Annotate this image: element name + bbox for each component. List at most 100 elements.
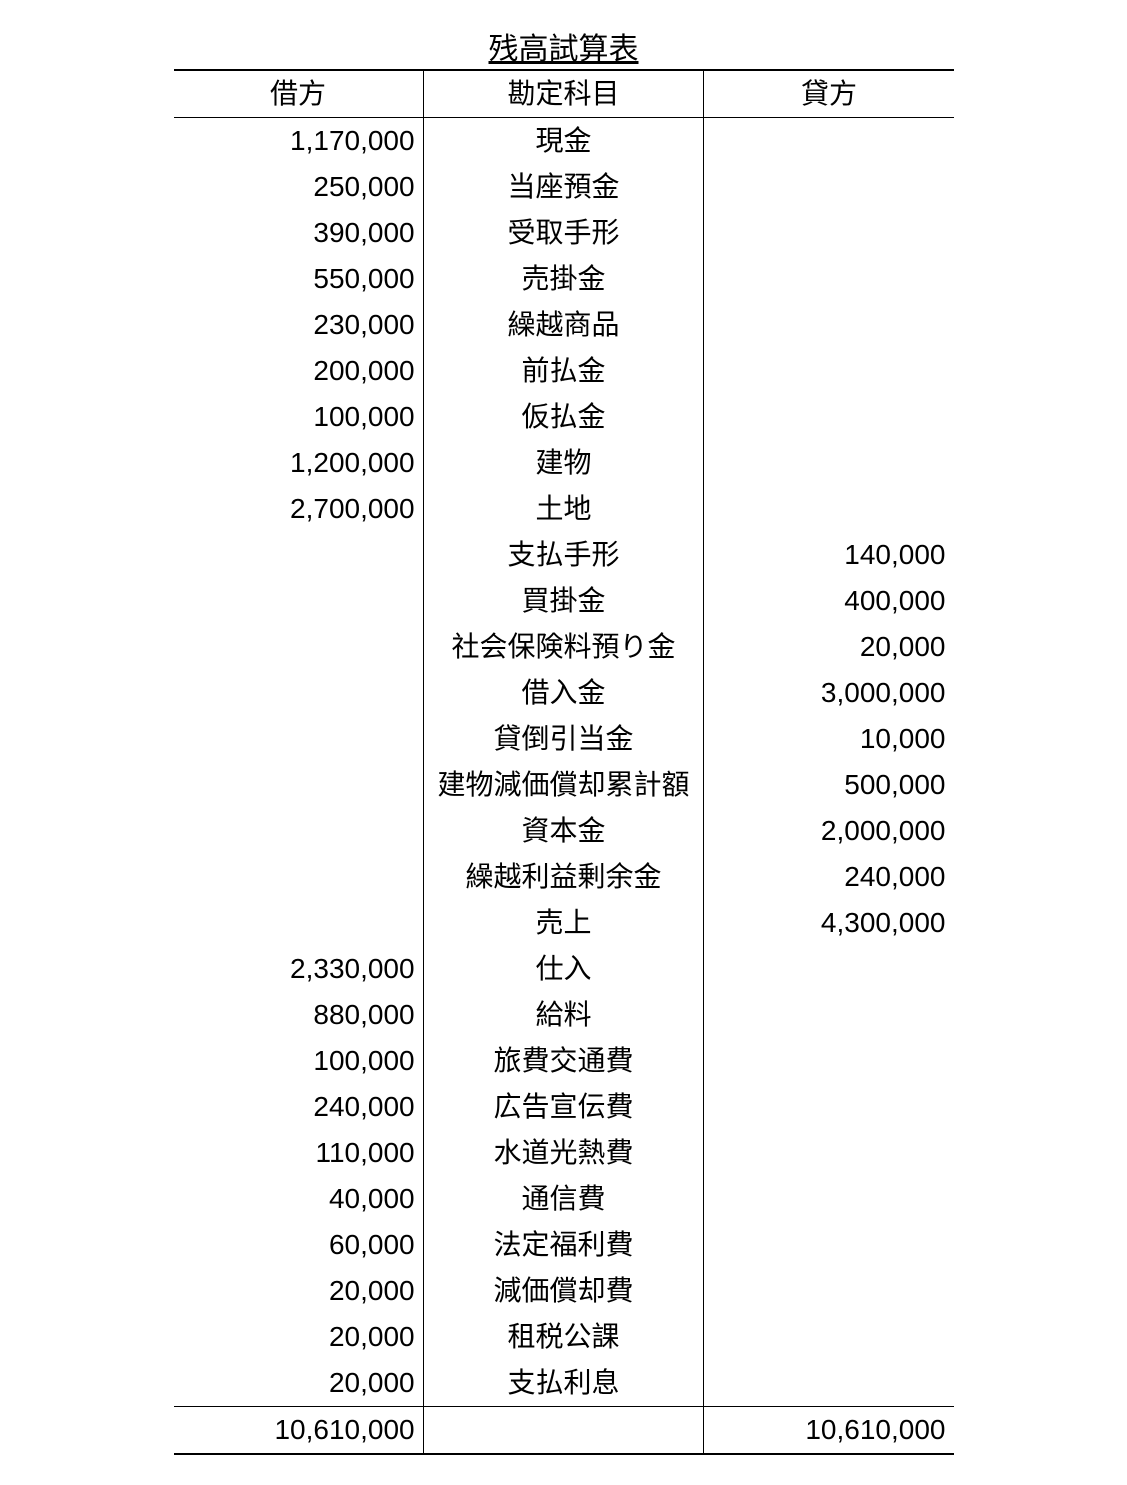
table-row: 20,000減価償却費	[174, 1268, 954, 1314]
cell-debit	[174, 624, 424, 670]
col-header-account: 勘定科目	[423, 70, 704, 118]
cell-debit: 40,000	[174, 1176, 424, 1222]
cell-account: 売上	[423, 900, 704, 946]
table-row: 建物減価償却累計額500,000	[174, 762, 954, 808]
cell-debit: 880,000	[174, 992, 424, 1038]
table-row: 40,000通信費	[174, 1176, 954, 1222]
cell-account: 租税公課	[423, 1314, 704, 1360]
cell-debit: 200,000	[174, 348, 424, 394]
cell-account: 支払手形	[423, 532, 704, 578]
cell-account: 貸倒引当金	[423, 716, 704, 762]
cell-debit: 20,000	[174, 1268, 424, 1314]
cell-account: 買掛金	[423, 578, 704, 624]
cell-account: 通信費	[423, 1176, 704, 1222]
cell-account: 現金	[423, 118, 704, 165]
cell-debit: 1,200,000	[174, 440, 424, 486]
table-row: 390,000受取手形	[174, 210, 954, 256]
cell-account: 建物減価償却累計額	[423, 762, 704, 808]
table-row: 20,000租税公課	[174, 1314, 954, 1360]
table-row: 借入金3,000,000	[174, 670, 954, 716]
table-row: 110,000水道光熱費	[174, 1130, 954, 1176]
cell-debit	[174, 854, 424, 900]
cell-debit: 100,000	[174, 1038, 424, 1084]
cell-account: 当座預金	[423, 164, 704, 210]
cell-debit: 20,000	[174, 1314, 424, 1360]
cell-account: 旅費交通費	[423, 1038, 704, 1084]
cell-account: 建物	[423, 440, 704, 486]
cell-debit: 230,000	[174, 302, 424, 348]
cell-debit: 60,000	[174, 1222, 424, 1268]
table-title: 残高試算表	[174, 30, 954, 69]
cell-debit: 250,000	[174, 164, 424, 210]
table-row: 買掛金400,000	[174, 578, 954, 624]
cell-account: 繰越商品	[423, 302, 704, 348]
cell-debit	[174, 532, 424, 578]
table-row: 2,330,000仕入	[174, 946, 954, 992]
cell-debit: 1,170,000	[174, 118, 424, 165]
cell-account: 前払金	[423, 348, 704, 394]
cell-credit	[704, 1084, 954, 1130]
cell-credit: 400,000	[704, 578, 954, 624]
cell-credit	[704, 1268, 954, 1314]
table-row: 1,170,000現金	[174, 118, 954, 165]
cell-debit: 100,000	[174, 394, 424, 440]
cell-debit: 2,330,000	[174, 946, 424, 992]
cell-credit	[704, 348, 954, 394]
cell-credit	[704, 256, 954, 302]
cell-account: 土地	[423, 486, 704, 532]
cell-account: 借入金	[423, 670, 704, 716]
cell-account: 売掛金	[423, 256, 704, 302]
table-row: 売上4,300,000	[174, 900, 954, 946]
table-row: 貸倒引当金10,000	[174, 716, 954, 762]
cell-account: 社会保険料預り金	[423, 624, 704, 670]
cell-credit	[704, 118, 954, 165]
cell-debit	[174, 578, 424, 624]
table-row: 1,200,000建物	[174, 440, 954, 486]
col-header-debit: 借方	[174, 70, 424, 118]
cell-account: 受取手形	[423, 210, 704, 256]
cell-account: 仕入	[423, 946, 704, 992]
cell-credit	[704, 302, 954, 348]
table-row: 230,000繰越商品	[174, 302, 954, 348]
cell-credit: 20,000	[704, 624, 954, 670]
cell-account: 支払利息	[423, 1360, 704, 1407]
cell-debit	[174, 670, 424, 716]
cell-credit	[704, 1038, 954, 1084]
col-header-credit: 貸方	[704, 70, 954, 118]
cell-credit: 2,000,000	[704, 808, 954, 854]
trial-balance-table: 借方 勘定科目 貸方 1,170,000現金250,000当座預金390,000…	[174, 69, 954, 1455]
cell-credit	[704, 1176, 954, 1222]
total-credit: 10,610,000	[704, 1407, 954, 1455]
table-row: 60,000法定福利費	[174, 1222, 954, 1268]
cell-credit: 4,300,000	[704, 900, 954, 946]
cell-account: 給料	[423, 992, 704, 1038]
cell-account: 水道光熱費	[423, 1130, 704, 1176]
cell-credit	[704, 1314, 954, 1360]
cell-debit: 390,000	[174, 210, 424, 256]
table-row: 2,700,000土地	[174, 486, 954, 532]
table-row: 100,000旅費交通費	[174, 1038, 954, 1084]
cell-account: 仮払金	[423, 394, 704, 440]
cell-credit: 3,000,000	[704, 670, 954, 716]
cell-account: 広告宣伝費	[423, 1084, 704, 1130]
cell-debit: 20,000	[174, 1360, 424, 1407]
cell-credit	[704, 486, 954, 532]
cell-credit	[704, 1360, 954, 1407]
cell-debit	[174, 762, 424, 808]
table-row: 880,000給料	[174, 992, 954, 1038]
table-row: 240,000広告宣伝費	[174, 1084, 954, 1130]
table-row: 支払手形140,000	[174, 532, 954, 578]
cell-credit	[704, 992, 954, 1038]
table-row: 550,000売掛金	[174, 256, 954, 302]
cell-account: 繰越利益剰余金	[423, 854, 704, 900]
table-row: 100,000仮払金	[174, 394, 954, 440]
table-row: 20,000支払利息	[174, 1360, 954, 1407]
cell-account: 法定福利費	[423, 1222, 704, 1268]
cell-debit: 550,000	[174, 256, 424, 302]
cell-credit	[704, 210, 954, 256]
cell-credit	[704, 440, 954, 486]
table-row: 資本金2,000,000	[174, 808, 954, 854]
cell-debit	[174, 808, 424, 854]
cell-debit: 2,700,000	[174, 486, 424, 532]
cell-credit	[704, 394, 954, 440]
